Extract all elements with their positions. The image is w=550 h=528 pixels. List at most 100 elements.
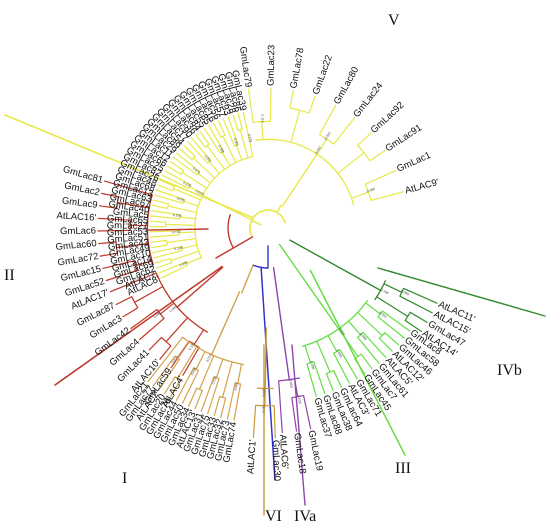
clade-I-branch [198,355,215,390]
clade-V-tip [150,210,181,216]
bootstrap-value: 0.067 [233,382,239,391]
clade-III-branch [357,311,383,337]
clade-III-tip [362,331,387,358]
leaf-label: GmLac65 [107,213,149,226]
clade-II-a-tip [105,270,138,282]
clade-VI-tip [273,405,276,439]
clade-III-branch [316,340,331,373]
clade-top-branch [261,120,264,141]
clade-IVb-tip [399,295,433,314]
clade-V-branch [248,140,254,158]
clade-top-tip [369,150,386,162]
clade-top-tip [247,88,254,124]
clade-II-b-branch [165,317,189,343]
clade-top-branch [316,138,328,155]
group-label-I: I [122,470,127,487]
clade-V-tip [152,199,170,205]
clade-II-a-tip [102,260,135,269]
clade-V-tip [217,120,226,136]
clade-I-stem [210,291,241,356]
clade-V-tip [203,128,221,154]
leaf-label: GmLac30 [270,440,282,482]
bootstrap-value: 0.089 [400,289,409,296]
clade-top-stem [276,204,282,214]
bootstrap-value: 0.115 [260,114,264,123]
clade-II-b-tip [130,308,158,330]
clade-II-b-tip [182,346,200,376]
clade-top-branch [290,109,301,143]
clade-I-tip [226,382,236,420]
leaf-label: GmLac5 [112,207,149,222]
clade-VI-stem [264,327,267,390]
clade-I-tip [207,378,220,415]
clade-II-b-branch [159,302,175,315]
clade-V-tip [150,239,168,243]
bootstrap-value: 0.043 [324,131,332,140]
bootstrap-value: 0.021 [128,262,137,268]
clade-V-branch [165,223,196,226]
clade-V-tip [176,152,200,173]
leaf-label: GmLac53 [107,226,149,238]
leaf-label: AtLAC16' [56,210,97,223]
clade-V-tip [195,134,206,148]
clade-III-tip [381,310,411,332]
clade-V-branch [166,237,197,244]
clade-III-stem [278,243,304,278]
bootstrap-value: 0.078 [132,276,141,283]
clade-III-branch [365,302,381,315]
clade-IVa-tip [303,395,312,430]
clade-III-tip [333,352,350,384]
clade-III-tip [384,332,399,346]
clade-IVb-long-branch [377,267,546,317]
bootstrap-value: 0.075 [192,166,201,174]
clade-V-tip [169,161,185,172]
clade-I-branch [215,358,224,379]
clade-V-tip [213,122,222,138]
group-label-VI: VI [265,508,282,525]
clade-top-tip [289,89,294,109]
leaf-label: GmLac91 [383,122,423,154]
group-label-II: II [4,267,15,284]
clade-I-tip [147,365,161,383]
clade-II-stem [215,236,254,259]
leaf-label: GmLac23 [266,45,278,86]
bootstrap-value: 0.139 [247,134,253,143]
clade-IVb-branch [376,296,409,317]
bootstrap-value: 0.206 [173,213,182,218]
leaf-label: GmLac60 [55,238,97,253]
clade-IVb-tip [404,319,422,333]
clade-IVb-branch [383,283,403,293]
bootstrap-value: 0.057 [204,154,213,163]
bootstrap-value: 0.032 [211,376,218,385]
leaf-label: GmLac27 [107,220,148,232]
group-label-IVb: IVb [497,362,522,379]
clade-III-tip [313,361,326,395]
clade-II-b-branch [139,272,157,281]
group-label-IVa: IVa [294,508,316,525]
clade-V-tip [237,113,243,130]
bootstrap-value: 0.108 [174,245,183,251]
leaf-label: GmLac24 [351,81,385,120]
clade-V-tip [179,148,193,161]
bootstrap-value: 0.107 [338,327,346,336]
clade-V-branch [221,151,231,167]
clade-V-branch [181,244,198,250]
clade-V-tip [150,215,181,220]
clade-V-tip [199,130,210,145]
clade-III-tip [325,373,334,391]
clade-V-branch [192,157,216,179]
bootstrap-value: 0.152 [172,230,181,234]
clade-V-branch [173,188,202,201]
clade-I-tip [200,376,215,412]
bootstrap-value: 0.094 [139,227,148,231]
clade-III-long-branch [309,269,406,456]
clade-V-long-branch [4,114,255,219]
clade-II-b-tip [109,279,141,293]
clade-V-branch [170,250,200,262]
bootstrap-value: 0.096 [190,367,197,376]
clade-V-tip [159,179,176,188]
leaf-label: GmLac18 [291,432,308,474]
clade-V-branch [167,205,198,213]
clade-V-branch [206,145,226,170]
